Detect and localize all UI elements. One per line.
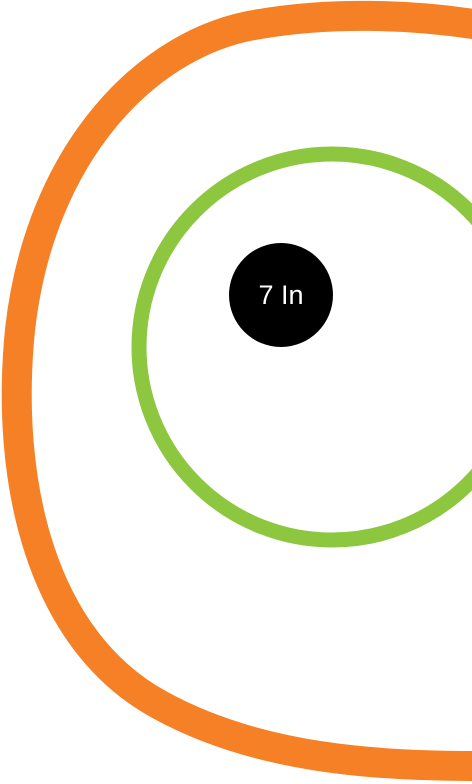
inner-ring (131, 146, 472, 548)
count-badge: 7 In (229, 243, 333, 347)
count-badge-label: 7 In (258, 279, 304, 310)
